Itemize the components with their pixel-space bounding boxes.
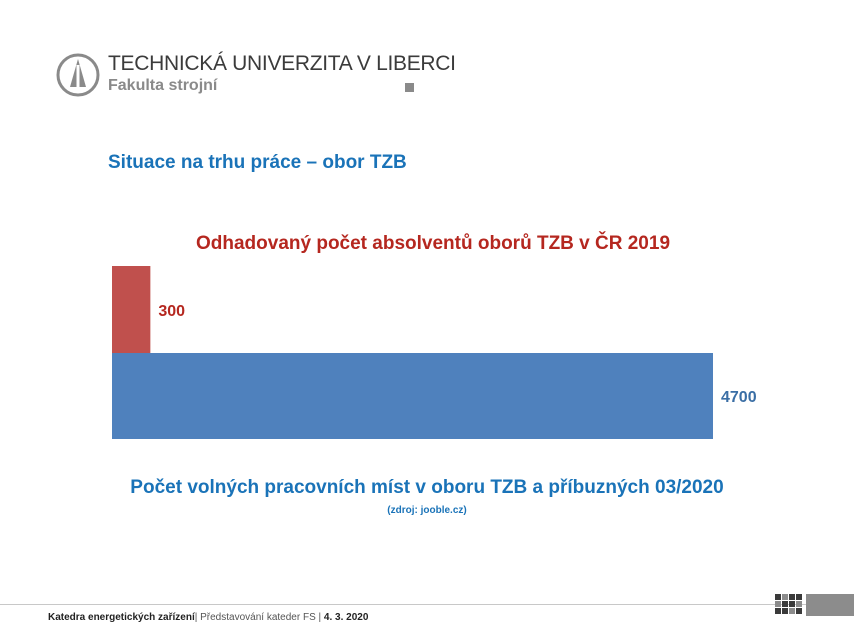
corner-grid-icon <box>775 594 802 614</box>
footer-department: Katedra energetických zařízení <box>48 612 195 623</box>
footer-separator-2: | <box>315 612 324 623</box>
footer: Katedra energetických zařízení| Představ… <box>48 612 368 623</box>
university-name: TECHNICKÁ UNIVERZITA V LIBERCI <box>108 52 456 75</box>
footer-date: 4. 3. 2020 <box>323 612 369 623</box>
bar-job-vacancies <box>112 353 713 439</box>
bar-graduates <box>112 266 151 354</box>
footer-event: Představování kateder FS <box>200 612 316 623</box>
data-label-graduates: 300 <box>158 303 185 320</box>
footer-divider <box>0 604 854 605</box>
source-note: (zdroj: jooble.cz) <box>387 505 467 516</box>
category-label-graduates: Odhadovaný počet absolventů oborů TZB v … <box>196 232 670 254</box>
category-label-job-vacancies: Počet volných pracovních míst v oboru TZ… <box>130 477 724 498</box>
corner-bar <box>806 594 854 616</box>
faculty-name: Fakulta strojní <box>108 77 218 94</box>
decorative-square <box>405 83 414 92</box>
data-label-job-vacancies: 4700 <box>721 389 757 406</box>
slide-title: Situace na trhu práce – obor TZB <box>108 152 407 173</box>
tul-logo-icon <box>56 53 100 97</box>
footer-separator: | <box>194 612 198 623</box>
